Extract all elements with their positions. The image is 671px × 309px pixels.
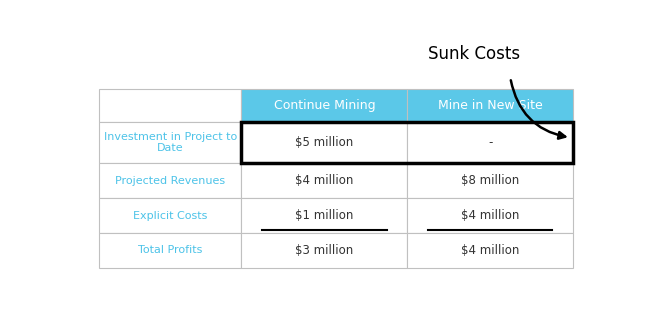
Bar xyxy=(407,121,573,163)
Bar xyxy=(99,198,242,233)
Bar xyxy=(99,89,242,121)
Bar xyxy=(242,121,407,163)
Bar xyxy=(242,198,407,233)
Bar xyxy=(99,163,242,198)
Bar xyxy=(242,121,573,163)
Text: Continue Mining: Continue Mining xyxy=(274,99,375,112)
Bar xyxy=(407,198,573,233)
Text: Investment in Project to
Date: Investment in Project to Date xyxy=(104,132,237,153)
Bar xyxy=(407,163,573,198)
Text: Mine in New Site: Mine in New Site xyxy=(438,99,543,112)
Text: $4 million: $4 million xyxy=(461,209,519,222)
Text: $4 million: $4 million xyxy=(461,244,519,257)
Bar xyxy=(99,121,242,163)
Text: Sunk Costs: Sunk Costs xyxy=(428,45,520,63)
Text: $8 million: $8 million xyxy=(461,174,519,187)
Bar xyxy=(242,233,407,268)
Bar xyxy=(407,233,573,268)
Text: $3 million: $3 million xyxy=(295,244,354,257)
Text: $4 million: $4 million xyxy=(295,174,354,187)
Bar xyxy=(407,89,573,121)
Bar xyxy=(242,163,407,198)
Text: -: - xyxy=(488,136,493,149)
Bar xyxy=(99,233,242,268)
Text: Total Profits: Total Profits xyxy=(138,245,203,256)
Text: Projected Revenues: Projected Revenues xyxy=(115,176,225,186)
Text: $5 million: $5 million xyxy=(295,136,354,149)
Text: $1 million: $1 million xyxy=(295,209,354,222)
Bar xyxy=(242,89,407,121)
Text: Explicit Costs: Explicit Costs xyxy=(134,211,207,221)
